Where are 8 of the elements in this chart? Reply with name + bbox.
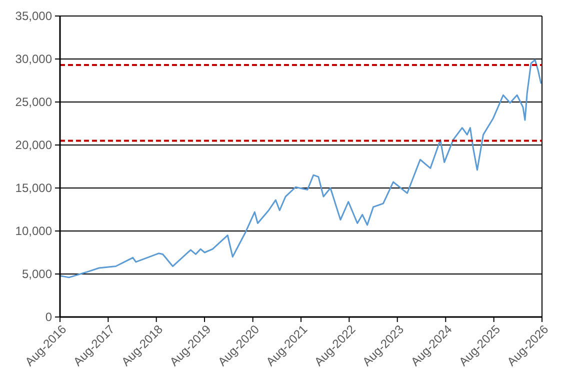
y-tick-label: 10,000 — [15, 224, 52, 238]
y-tick-label: 35,000 — [15, 9, 52, 24]
y-tick-label: 0 — [45, 310, 52, 324]
y-tick-label: 25,000 — [15, 95, 52, 110]
y-tick-label: 20,000 — [15, 138, 52, 152]
y-tick-label: 5,000 — [22, 267, 52, 282]
y-tick-label: 15,000 — [15, 181, 52, 196]
y-tick-label: 30,000 — [15, 52, 52, 66]
